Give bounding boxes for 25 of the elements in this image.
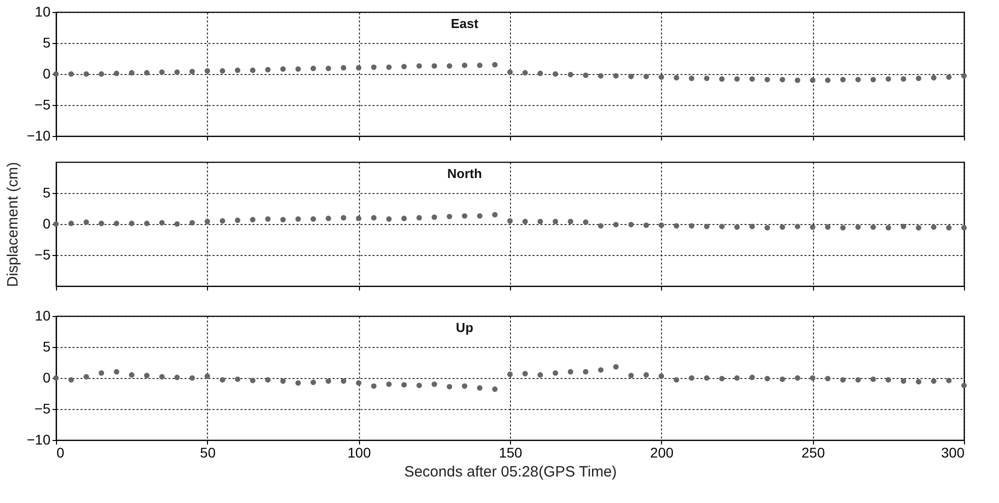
y-axis-title: Displacement (cm) bbox=[4, 162, 22, 288]
y-tick-label: −5 bbox=[34, 96, 51, 112]
y-tick-label: 5 bbox=[42, 34, 51, 50]
y-tick-label: 10 bbox=[34, 308, 51, 324]
y-tick-label: −10 bbox=[26, 128, 51, 144]
x-tick-label: 100 bbox=[347, 444, 372, 460]
x-tick-label: 300 bbox=[941, 444, 965, 460]
x-tick-label: 0 bbox=[56, 444, 64, 460]
x-tick-label: 250 bbox=[801, 444, 826, 460]
x-tick-label: 200 bbox=[650, 444, 674, 460]
y-tick-label: 0 bbox=[42, 216, 51, 232]
y-tick-label: 5 bbox=[42, 338, 51, 354]
x-tick-label: 50 bbox=[200, 444, 216, 460]
y-tick-label: 0 bbox=[42, 370, 51, 386]
y-tick-label: −10 bbox=[26, 432, 51, 448]
y-tick-label: −5 bbox=[34, 400, 51, 416]
chart-title: East bbox=[450, 16, 479, 31]
x-axis-title: Seconds after 05:28(GPS Time) bbox=[404, 464, 617, 480]
y-tick-label: −5 bbox=[34, 246, 51, 262]
chart-title: North bbox=[447, 166, 482, 181]
y-tick-label: 0 bbox=[42, 66, 51, 82]
x-tick-label: 150 bbox=[498, 444, 522, 460]
chart-title: Up bbox=[456, 320, 474, 335]
y-tick-label: 10 bbox=[34, 4, 51, 20]
y-tick-label: 5 bbox=[42, 184, 51, 200]
